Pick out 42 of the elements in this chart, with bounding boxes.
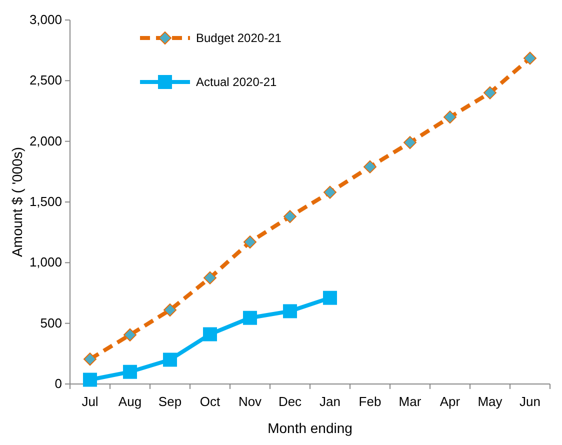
y-tick-label: 2,000 bbox=[29, 133, 62, 148]
point bbox=[323, 290, 337, 305]
x-tick-label: Mar bbox=[398, 394, 422, 409]
point bbox=[164, 303, 176, 316]
point bbox=[484, 86, 496, 100]
point bbox=[163, 352, 177, 367]
point bbox=[364, 160, 376, 174]
y-tick-label: 0 bbox=[54, 376, 62, 391]
y-tick-label: 1,000 bbox=[29, 254, 62, 270]
x-tick-label: Feb bbox=[358, 394, 382, 409]
point bbox=[84, 352, 96, 366]
point bbox=[283, 304, 297, 318]
x-tick-label: Dec bbox=[278, 394, 302, 409]
point bbox=[124, 328, 136, 342]
point bbox=[123, 364, 137, 379]
y-axis-title: Amount $ ( '000s) bbox=[9, 146, 25, 258]
x-tick-label: Sep bbox=[158, 394, 182, 409]
x-tick-label: Jul bbox=[82, 394, 98, 409]
point bbox=[204, 271, 216, 284]
point bbox=[244, 236, 256, 249]
x-axis-title: Month ending bbox=[268, 420, 352, 436]
legend-label: Budget 2020-21 bbox=[196, 31, 282, 45]
x-tick-label: May bbox=[478, 394, 503, 409]
x-tick-label: Apr bbox=[440, 394, 461, 409]
point bbox=[284, 210, 296, 224]
legend-label: Actual 2020-21 bbox=[196, 75, 278, 89]
x-tick-label: Jun bbox=[520, 394, 540, 409]
y-tick-label: 500 bbox=[40, 315, 62, 330]
x-tick-label: Aug bbox=[118, 394, 142, 409]
point bbox=[83, 372, 97, 387]
y-tick-label: 1,500 bbox=[29, 194, 62, 209]
point bbox=[524, 52, 536, 65]
point bbox=[203, 327, 217, 342]
x-tick-label: Oct bbox=[200, 394, 220, 409]
x-tick-label: Nov bbox=[238, 394, 262, 409]
point bbox=[243, 310, 257, 325]
point bbox=[324, 186, 336, 199]
point bbox=[444, 110, 456, 124]
y-tick-label: 2,500 bbox=[29, 72, 62, 88]
point bbox=[404, 136, 416, 150]
y-tick-label: 3,000 bbox=[29, 12, 62, 27]
x-tick-label: Jan bbox=[320, 394, 340, 409]
